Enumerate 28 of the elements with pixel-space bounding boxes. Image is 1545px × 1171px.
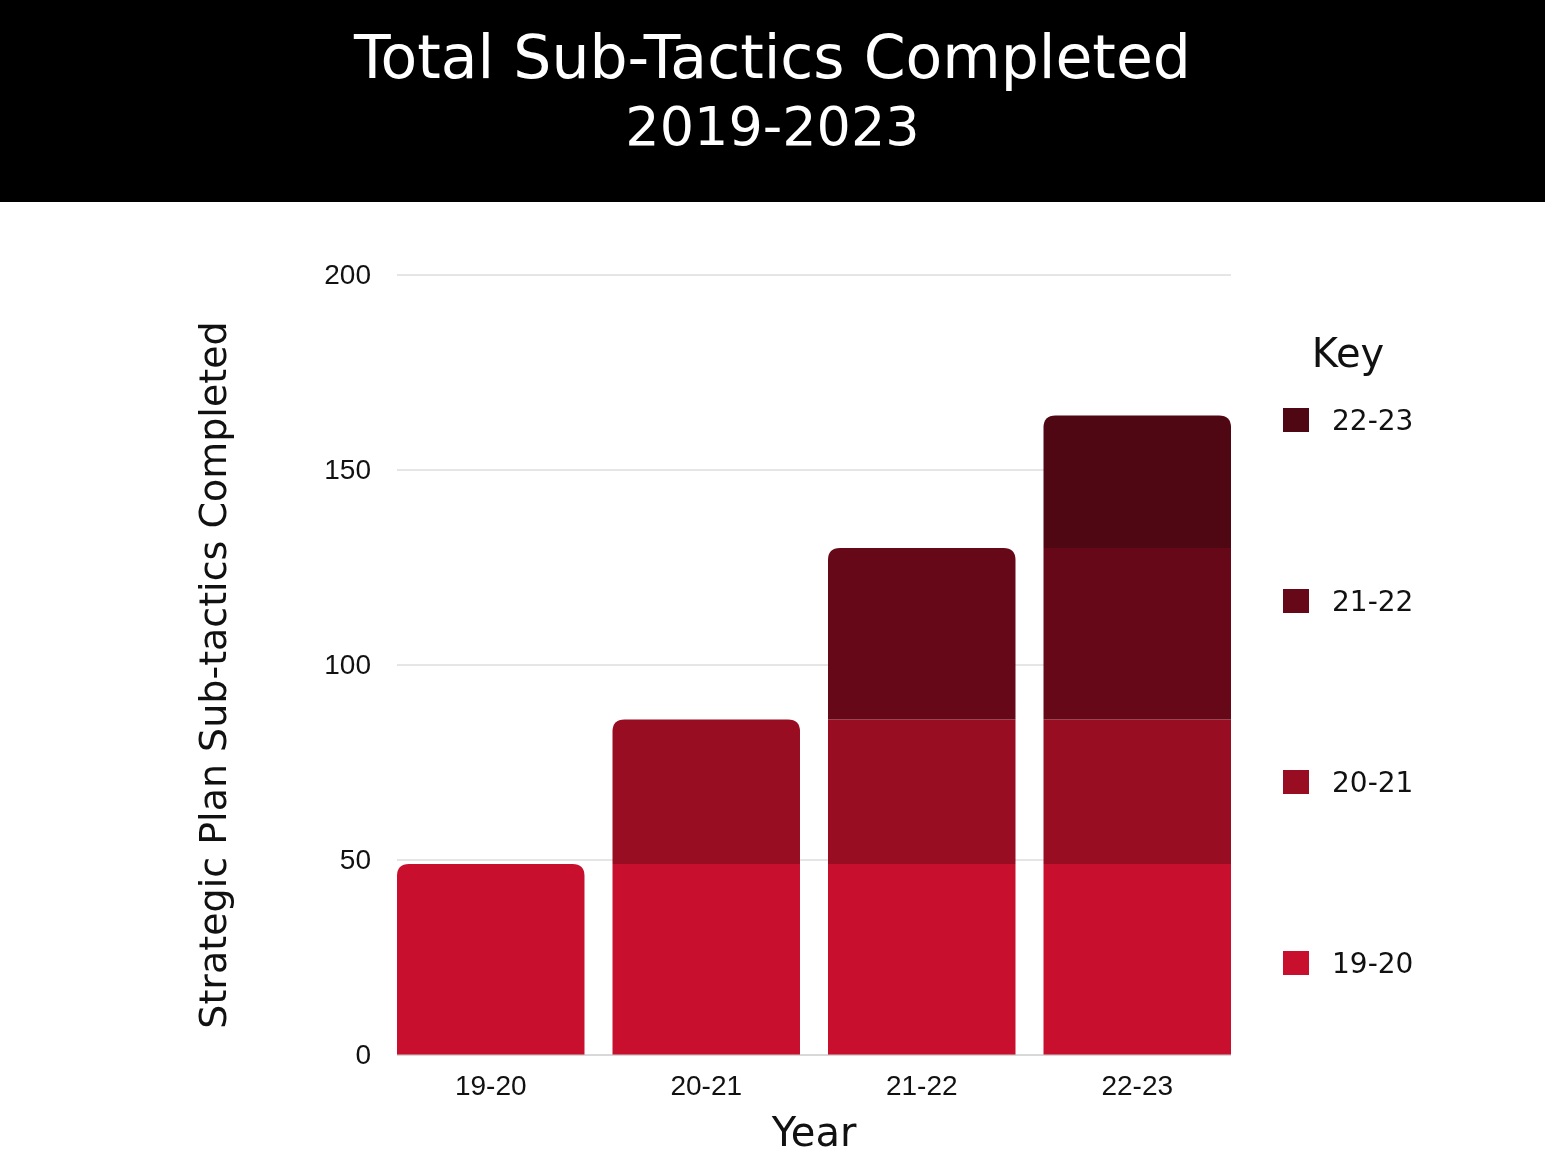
chart-subtitle: 2019-2023 [625,95,920,158]
y-tick-label: 100 [324,649,371,681]
y-tick-label: 0 [355,1039,371,1071]
y-tick-label: 150 [324,454,371,486]
x-axis-title: Year [770,1109,857,1155]
y-tick-label: 200 [324,259,371,291]
bar [612,863,800,1055]
y-tick-label: 50 [339,844,371,876]
legend-label: 21-22 [1332,585,1414,618]
bar [397,863,585,1055]
chart-title: Total Sub-Tactics Completed [353,22,1191,92]
x-tick-label: 21-22 [885,1069,958,1101]
x-tick-label: 20-21 [670,1069,743,1101]
x-tick-label: 19-20 [454,1069,527,1101]
bar [828,719,1016,864]
legend-label: 20-21 [1332,766,1414,799]
bar [828,548,1016,720]
bar [1043,719,1231,864]
x-tick-label: 22-23 [1101,1069,1174,1101]
legend-title: Key [1311,330,1385,376]
legend-label: 19-20 [1332,947,1414,980]
legend-label: 22-23 [1332,404,1414,437]
bar [612,719,800,864]
bar [1043,548,1231,720]
y-axis-title: Strategic Plan Sub-tactics Completed [191,321,235,1029]
bar [828,863,1016,1055]
bar [1043,863,1231,1055]
bar [1043,415,1231,548]
